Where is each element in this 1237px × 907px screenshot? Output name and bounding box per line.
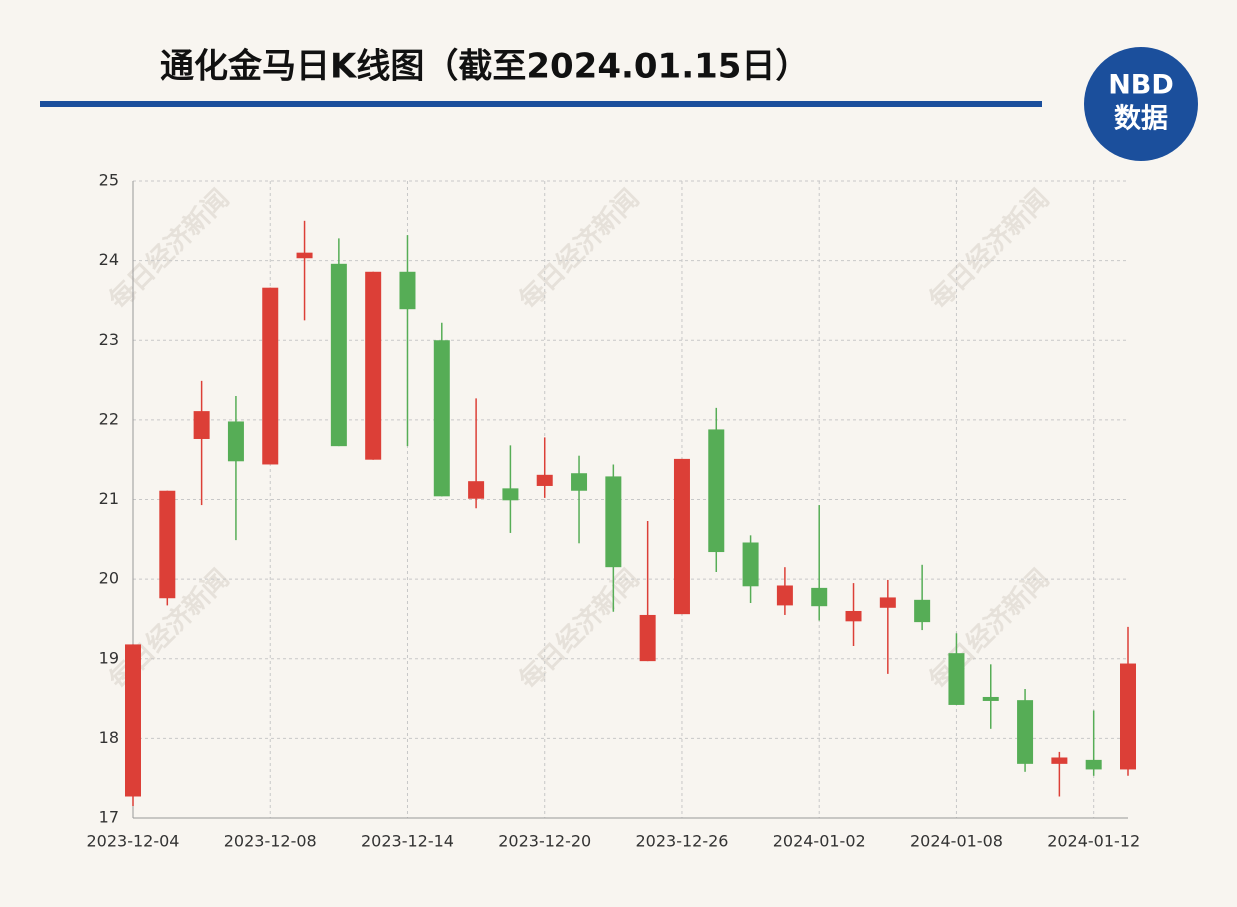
candle-body <box>982 696 999 701</box>
y-tick-label: 19 <box>99 648 119 667</box>
candle-body <box>330 263 347 447</box>
candle-body <box>262 287 279 465</box>
candle-body <box>296 252 313 259</box>
x-tick-label: 2024-01-02 <box>773 832 866 851</box>
candle-body <box>536 474 553 486</box>
y-tick-label: 21 <box>99 489 119 508</box>
logo-circle <box>1084 47 1198 161</box>
candle-body <box>776 585 793 606</box>
x-tick-label: 2023-12-14 <box>361 832 454 851</box>
y-tick-label: 22 <box>99 409 119 428</box>
x-tick-label: 2023-12-08 <box>224 832 317 851</box>
candle-body <box>571 473 588 491</box>
candle-body <box>811 587 828 607</box>
candle-body <box>1051 757 1068 764</box>
candle-body <box>914 599 931 623</box>
y-tick-label: 17 <box>99 808 119 827</box>
candle-body <box>1017 700 1034 764</box>
candle-body <box>879 597 896 608</box>
y-tick-label: 20 <box>99 569 119 588</box>
candle-body <box>673 458 690 615</box>
candle-body <box>1120 663 1136 770</box>
chart-title: 通化金马日K线图（截至2024.01.15日） <box>160 47 809 87</box>
candle-body <box>468 481 485 499</box>
candle-body <box>639 614 656 662</box>
candle-body <box>605 476 622 568</box>
x-tick-label: 2024-01-08 <box>910 832 1003 851</box>
candle-body <box>948 653 965 705</box>
candle-body <box>159 490 176 599</box>
candle-body <box>742 542 759 587</box>
logo-top: NBD <box>1108 70 1174 101</box>
candle-body <box>193 411 210 439</box>
candle-body <box>433 340 450 497</box>
x-tick-label: 2023-12-20 <box>498 832 591 851</box>
y-tick-label: 18 <box>99 728 119 747</box>
title-underline <box>40 101 1042 107</box>
x-tick-label: 2024-01-12 <box>1047 832 1140 851</box>
candle-body <box>708 429 725 553</box>
x-tick-label: 2023-12-04 <box>87 832 180 851</box>
y-tick-label: 23 <box>99 330 119 349</box>
candle-body <box>845 610 862 622</box>
candle-body <box>125 644 141 797</box>
candle-body <box>399 271 416 310</box>
x-tick-label: 2023-12-26 <box>635 832 728 851</box>
candle-body <box>1085 759 1102 770</box>
y-tick-label: 24 <box>99 250 119 269</box>
candle-body <box>502 488 519 501</box>
candle-body <box>227 421 244 462</box>
candle-body <box>365 271 382 460</box>
logo-bottom: 数据 <box>1114 104 1168 135</box>
y-tick-label: 25 <box>99 171 119 190</box>
